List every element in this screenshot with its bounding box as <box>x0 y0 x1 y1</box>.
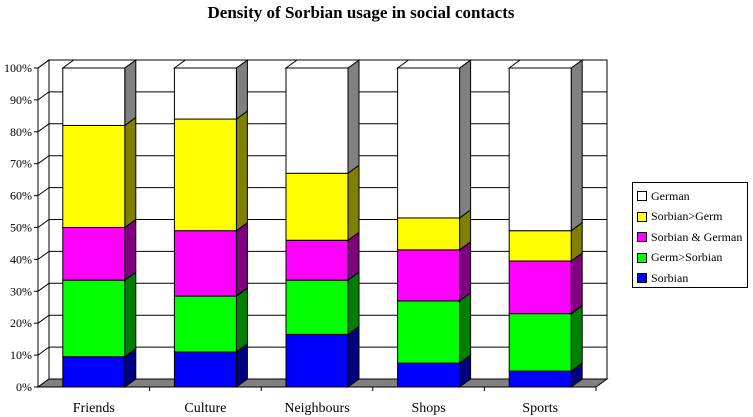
legend-swatch <box>637 252 647 263</box>
chart-title: Density of Sorbian usage in social conta… <box>208 3 515 22</box>
bar-side <box>347 325 360 388</box>
bar-segment <box>397 249 461 302</box>
bar-top <box>396 59 473 69</box>
legend: German Sorbian>Germ Sorbian & German Germ>S… <box>632 182 748 288</box>
x-tick-label: Shops <box>411 401 445 416</box>
y-tick-label: 30% <box>10 284 32 298</box>
bar-side <box>124 271 137 358</box>
bar-segment <box>62 67 126 126</box>
bar-side <box>124 59 137 127</box>
legend-label: Germ>Sorbian <box>651 250 723 265</box>
legend-item: Sorbian <box>637 268 747 289</box>
y-tick-label: 100% <box>4 61 32 75</box>
bar-side <box>570 252 583 315</box>
bar-segment <box>397 362 461 388</box>
bar-segment <box>285 333 349 388</box>
bar-segment <box>173 118 237 232</box>
bar-side <box>347 59 360 175</box>
bar-side <box>124 116 137 229</box>
y-tick-label: 60% <box>10 189 32 203</box>
legend-item: Sorbian>Germ <box>637 207 747 228</box>
bar-side <box>235 59 248 121</box>
bar-segment <box>173 230 237 297</box>
legend-label: Sorbian>Germ <box>651 209 723 224</box>
bar-segment <box>508 370 572 388</box>
x-tick-label: Sports <box>522 401 558 416</box>
bar-segment <box>285 67 349 174</box>
bar-segment <box>173 295 237 353</box>
bar-side <box>235 287 248 353</box>
bar-side <box>570 304 583 373</box>
bar-segment <box>173 67 237 120</box>
legend-item: Sorbian & German <box>637 227 747 248</box>
legend-swatch <box>637 211 647 222</box>
legend-label: Sorbian <box>651 270 689 285</box>
y-tick-label: 90% <box>10 93 32 107</box>
bar-side <box>459 240 472 302</box>
y-tick-label: 0% <box>16 380 32 394</box>
bar-top <box>284 59 361 69</box>
bar-segment <box>173 351 237 388</box>
bar-top <box>61 59 138 69</box>
y-tick-label: 50% <box>10 221 32 235</box>
bar-segment <box>508 67 572 232</box>
bar-side <box>235 110 248 232</box>
bar-top <box>507 59 584 69</box>
x-tick-label: Neighbours <box>284 401 349 416</box>
bar-side <box>347 271 360 336</box>
x-tick-label: Culture <box>184 401 226 416</box>
bar-segment <box>62 124 126 228</box>
legend-item: German <box>637 186 747 207</box>
legend-item: Germ>Sorbian <box>637 248 747 269</box>
bar-segment <box>508 230 572 262</box>
bar-side <box>459 59 472 219</box>
legend-swatch <box>637 191 647 202</box>
bar-segment <box>285 279 349 335</box>
bar-side <box>124 218 137 282</box>
bar-side <box>459 291 472 365</box>
bar-segment <box>397 67 461 219</box>
y-tick-label: 80% <box>10 125 32 139</box>
legend-swatch <box>637 232 647 243</box>
bar-segment <box>62 279 126 358</box>
x-tick-label: Friends <box>73 401 115 416</box>
y-tick-label: 20% <box>10 316 32 330</box>
bar-segment <box>397 300 461 364</box>
bar-side <box>235 221 248 298</box>
bar-segment <box>285 239 349 281</box>
bar-segment <box>62 356 126 388</box>
y-tick-label: 10% <box>10 348 32 362</box>
bar-side <box>347 164 360 242</box>
legend-label: German <box>651 188 690 203</box>
legend-label: Sorbian & German <box>651 229 743 244</box>
y-tick-label: 40% <box>10 252 32 266</box>
bar-segment <box>508 260 572 315</box>
bar-top <box>172 59 249 69</box>
bar-segment <box>508 313 572 372</box>
bar-side <box>570 59 583 232</box>
bar-segment <box>397 217 461 251</box>
y-tick-label: 70% <box>10 157 32 171</box>
bar-segment <box>285 172 349 241</box>
bar-segment <box>62 227 126 281</box>
legend-swatch <box>637 273 647 284</box>
